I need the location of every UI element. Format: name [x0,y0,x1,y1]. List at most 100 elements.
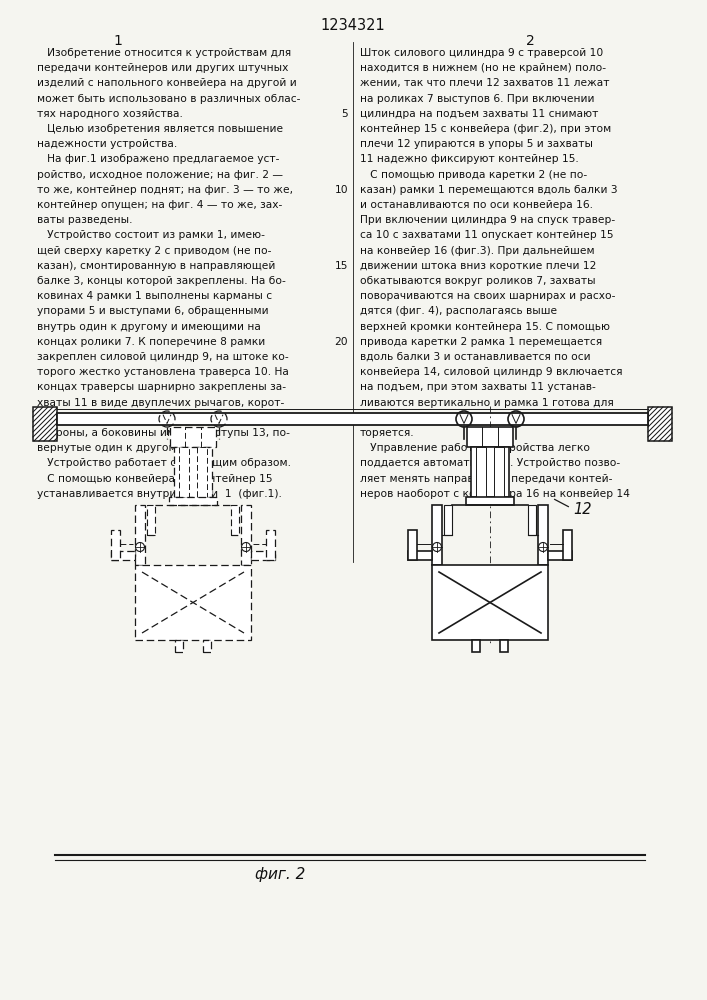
Text: и останавливаются по оси конвейера 16.: и останавливаются по оси конвейера 16. [360,200,593,210]
Bar [432,505,442,565]
Bar [135,565,251,640]
Text: движении штока вниз короткие плечи 12: движении штока вниз короткие плечи 12 [360,261,597,271]
Text: торого жестко установлена траверса 10. На: торого жестко установлена траверса 10. Н… [37,367,289,377]
Bar [467,427,513,447]
Text: конвейера 14, силовой цилиндр 9 включается: конвейера 14, силовой цилиндр 9 включает… [360,367,622,377]
Text: поворачиваются на своих шарнирах и расхо-: поворачиваются на своих шарнирах и расхо… [360,291,616,301]
Bar [408,551,432,560]
Bar [197,447,207,497]
Text: цилиндра на подъем захваты 11 снимают: цилиндра на подъем захваты 11 снимают [360,109,598,119]
Bar [251,551,275,560]
Text: Изобретение относится к устройствам для: Изобретение относится к устройствам для [37,48,291,58]
Bar [466,497,514,505]
Text: на роликах 7 выступов 6. При включении: на роликах 7 выступов 6. При включении [360,94,595,104]
Text: Устройство состоит из рамки 1, имею-: Устройство состоит из рамки 1, имею- [37,230,265,240]
Text: казан) рамки 1 перемещаются вдоль балки 3: казан) рамки 1 перемещаются вдоль балки … [360,185,618,195]
Text: торяется.: торяется. [360,428,414,438]
Bar [432,565,548,640]
Text: Шток силового цилиндра 9 с траверсой 10: Шток силового цилиндра 9 с траверсой 10 [360,48,603,58]
Text: ваты разведены.: ваты разведены. [37,215,132,225]
Text: неров наоборот с конвейера 16 на конвейер 14: неров наоборот с конвейера 16 на конвейе… [360,489,630,499]
Text: 10: 10 [334,185,348,195]
Text: С помощью конвейера 14 контейнер 15: С помощью конвейера 14 контейнер 15 [37,474,272,484]
Text: изделий с напольного конвейера на другой и: изделий с напольного конвейера на другой… [37,78,297,88]
Text: казан), смонтированную в направляющей: казан), смонтированную в направляющей [37,261,275,271]
Text: 1: 1 [114,34,122,48]
Text: 2: 2 [525,34,534,48]
Bar [563,530,572,560]
Bar [648,407,672,441]
Text: 5: 5 [341,109,348,119]
Text: ройство, исходное положение; на фиг. 2 —: ройство, исходное положение; на фиг. 2 — [37,170,283,180]
Text: может быть использовано в различных облас-: может быть использовано в различных обла… [37,94,300,104]
Text: На фиг.1 изображено предлагаемое уст-: На фиг.1 изображено предлагаемое уст- [37,154,279,164]
Bar [500,640,508,652]
Text: тях народного хозяйства.: тях народного хозяйства. [37,109,183,119]
Bar [494,447,504,497]
Text: контейнер опущен; на фиг. 4 — то же, зах-: контейнер опущен; на фиг. 4 — то же, зах… [37,200,282,210]
Text: С помощью привода каретки 2 (не по-: С помощью привода каретки 2 (не по- [360,170,588,180]
Bar [179,447,189,497]
Bar [169,497,217,505]
Text: привода каретки 2 рамка 1 перемещается: привода каретки 2 рамка 1 перемещается [360,337,602,347]
Text: вдоль балки 3 и останавливается по оси: вдоль балки 3 и останавливается по оси [360,352,590,362]
Text: надежности устройства.: надежности устройства. [37,139,177,149]
Text: на подъем, при этом захваты 11 устанав-: на подъем, при этом захваты 11 устанав- [360,382,596,392]
Bar [444,505,452,535]
Bar [266,530,275,560]
Text: ливаются вертикально и рамка 1 готова для: ливаются вертикально и рамка 1 готова дл… [360,398,614,408]
Text: приема нового контейнера. Затем цикл пов-: приема нового контейнера. Затем цикл пов… [360,413,614,423]
Text: 1234321: 1234321 [321,18,385,33]
Text: концах ролики 7. К поперечине 8 рамки: концах ролики 7. К поперечине 8 рамки [37,337,265,347]
Text: передачи контейнеров или других штучных: передачи контейнеров или других штучных [37,63,288,73]
Bar [472,640,480,652]
Text: обкатываются вокруг роликов 7, захваты: обкатываются вокруг роликов 7, захваты [360,276,595,286]
Text: са 10 с захватами 11 опускает контейнер 15: са 10 с захватами 11 опускает контейнер … [360,230,614,240]
Text: находится в нижнем (но не крайнем) поло-: находится в нижнем (но не крайнем) поло- [360,63,606,73]
Bar [241,505,251,565]
Bar [538,505,548,565]
Text: закреплен силовой цилиндр 9, на штоке ко-: закреплен силовой цилиндр 9, на штоке ко… [37,352,288,362]
Bar [476,447,486,497]
Text: кие плечи 12 которых развернуты в разные: кие плечи 12 которых развернуты в разные [37,413,286,423]
Bar [408,530,417,560]
Bar [528,505,536,535]
Text: 11 надежно фиксируют контейнер 15.: 11 надежно фиксируют контейнер 15. [360,154,579,164]
Text: 20: 20 [334,337,348,347]
Bar [471,447,509,497]
Text: внутрь один к другому и имеющими на: внутрь один к другому и имеющими на [37,322,261,332]
Text: щей сверху каретку 2 с приводом (не по-: щей сверху каретку 2 с приводом (не по- [37,246,271,256]
Text: устанавливается внутри  рамки  1  (фиг.1).: устанавливается внутри рамки 1 (фиг.1). [37,489,282,499]
Bar [548,551,572,560]
Text: ковинах 4 рамки 1 выполнены карманы с: ковинах 4 рамки 1 выполнены карманы с [37,291,272,301]
Bar [175,640,183,652]
Bar [203,640,211,652]
Text: концах траверсы шарнирно закреплены за-: концах траверсы шарнирно закреплены за- [37,382,286,392]
Text: дятся (фиг. 4), располагаясь выше: дятся (фиг. 4), располагаясь выше [360,306,557,316]
Text: При включении цилиндра 9 на спуск травер-: При включении цилиндра 9 на спуск травер… [360,215,615,225]
Bar [111,530,120,560]
Text: контейнер 15 с конвейера (фиг.2), при этом: контейнер 15 с конвейера (фиг.2), при эт… [360,124,612,134]
Text: поддается автоматизации. Устройство позво-: поддается автоматизации. Устройство позв… [360,458,620,468]
Bar [33,407,57,441]
Bar [111,551,135,560]
Bar [174,447,212,497]
Bar [57,413,648,425]
Text: вернутые один к другому.: вернутые один к другому. [37,443,186,453]
Bar [170,427,216,447]
Text: упорами 5 и выступами 6, обращенными: упорами 5 и выступами 6, обращенными [37,306,269,316]
Text: жении, так что плечи 12 захватов 11 лежат: жении, так что плечи 12 захватов 11 лежа… [360,78,609,88]
Text: 12: 12 [573,502,592,518]
Bar [231,505,239,535]
Text: Устройство работает следующим образом.: Устройство работает следующим образом. [37,458,291,468]
Text: Целью изобретения является повышение: Целью изобретения является повышение [37,124,283,134]
Text: фиг. 2: фиг. 2 [255,867,305,882]
Text: 15: 15 [334,261,348,271]
Text: верхней кромки контейнера 15. С помощью: верхней кромки контейнера 15. С помощью [360,322,610,332]
Text: 25: 25 [334,413,348,423]
Text: на конвейер 16 (фиг.3). При дальнейшем: на конвейер 16 (фиг.3). При дальнейшем [360,246,595,256]
Text: то же, контейнер поднят; на фиг. 3 — то же,: то же, контейнер поднят; на фиг. 3 — то … [37,185,293,195]
Text: балке 3, концы которой закреплены. На бо-: балке 3, концы которой закреплены. На бо… [37,276,286,286]
Text: стороны, а боковины имеют выступы 13, по-: стороны, а боковины имеют выступы 13, по… [37,428,290,438]
Text: ляет менять направление передачи контей-: ляет менять направление передачи контей- [360,474,612,484]
